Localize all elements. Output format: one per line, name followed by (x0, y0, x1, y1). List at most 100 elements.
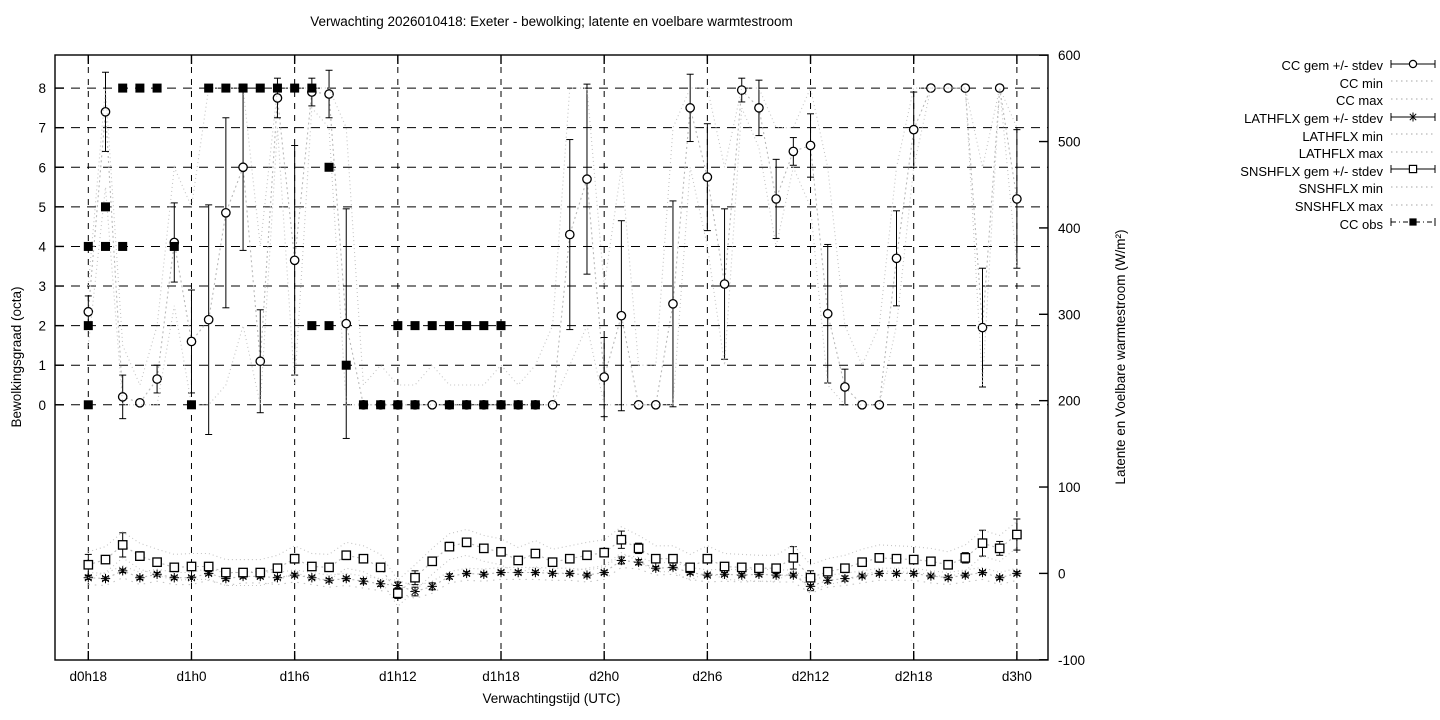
legend-item-label: SNSHFLX gem +/- stdev (1240, 163, 1383, 179)
series-cc-gem-stdev (83, 69, 1022, 439)
square-marker (788, 553, 799, 563)
series-line (88, 566, 1018, 599)
circle-marker (83, 306, 94, 317)
filled-square-marker (496, 400, 506, 410)
filled-square-marker (479, 400, 489, 410)
y-left-tick-label: 2 (38, 319, 46, 334)
square-marker (392, 588, 403, 599)
legend-item: CC min (1050, 75, 1437, 93)
circle-marker (427, 399, 438, 410)
filled-square-marker (496, 321, 506, 331)
filled-square-marker (186, 400, 196, 410)
asterisk-marker (858, 572, 866, 580)
x-tick-label: d2h18 (895, 669, 933, 684)
square-marker (908, 554, 919, 565)
filled-square-marker (358, 400, 368, 410)
asterisk-marker (909, 569, 918, 578)
filled-square-marker (427, 321, 437, 331)
filled-square-marker (376, 400, 386, 410)
square-marker (650, 553, 661, 564)
square-marker (822, 566, 833, 577)
square-marker (375, 562, 386, 573)
circle-marker (668, 298, 678, 309)
filled-square-marker (444, 400, 454, 410)
square-marker (633, 543, 644, 554)
square-marker (100, 554, 111, 565)
legend-item: LATHFLX max (1050, 145, 1437, 163)
legend-item: SNSHFLX min (1050, 180, 1437, 198)
legend-item-label: CC max (1336, 93, 1383, 109)
asterisk-marker (136, 573, 144, 582)
plot-border (54, 54, 1049, 661)
asterisk-marker (789, 571, 798, 579)
circle-marker (719, 279, 730, 289)
legend-item: CC gem +/- stdev (1050, 57, 1437, 75)
y-left-tick-label: 1 (38, 358, 46, 373)
circle-marker (874, 399, 885, 410)
series-line (87, 86, 1018, 387)
square-marker (564, 553, 575, 564)
asterisk-marker (359, 577, 368, 585)
circle-marker (977, 322, 988, 333)
circle-marker (994, 83, 1005, 93)
filled-square-marker (100, 241, 110, 251)
asterisk-marker (376, 580, 385, 588)
circle-marker (1012, 194, 1022, 204)
y-right-tick-label: 500 (1058, 135, 1081, 150)
filled-square-marker (341, 360, 351, 370)
square-marker (1012, 529, 1022, 540)
filled-square-marker (513, 400, 523, 410)
square-marker (582, 550, 592, 561)
filled-square-marker (100, 202, 110, 212)
legend-item-label: SNSHFLX min (1298, 181, 1383, 197)
asterisk-marker (995, 573, 1004, 582)
square-marker (702, 553, 713, 564)
circle-marker (908, 124, 919, 135)
square-marker (891, 553, 902, 564)
filled-square-marker (221, 83, 231, 93)
axes (54, 54, 1049, 661)
square-marker (341, 550, 352, 561)
series-snshflx-gem-stdev (83, 518, 1022, 599)
asterisk-marker (273, 573, 282, 582)
filled-square-marker (462, 400, 472, 410)
square-marker (668, 553, 678, 564)
square-marker (255, 567, 266, 578)
square-marker (496, 546, 506, 557)
asterisk-marker (497, 568, 505, 577)
asterisk-marker (583, 571, 591, 579)
asterisk-marker (823, 576, 832, 585)
circle-marker (152, 374, 162, 384)
legend-item: CC max (1050, 92, 1437, 110)
circle-marker (891, 253, 902, 264)
y-left-tick-label: 5 (38, 200, 46, 215)
circle-marker (564, 229, 575, 240)
square-marker (960, 553, 971, 563)
x-tick-label: d0h18 (70, 669, 108, 684)
filled-square-marker (324, 162, 334, 172)
filled-square-marker (118, 83, 128, 93)
square-marker (169, 562, 180, 573)
asterisk-marker (617, 556, 626, 565)
asterisk-marker (841, 574, 849, 583)
filled-square-marker (393, 321, 403, 331)
circle-marker (135, 397, 145, 408)
legend-item: CC obs (1050, 215, 1437, 233)
asterisk-marker (566, 569, 574, 578)
y-right-tick-label: -100 (1058, 653, 1085, 668)
tick-labels: 0 1 2 3 4 5 6 7 8 -100 0 100 200 300 400 500 600 d0h18 d1h… (38, 48, 1085, 684)
series-lathflx-min (88, 566, 1018, 599)
square-marker (324, 562, 334, 573)
square-marker (83, 559, 94, 570)
square-marker (221, 567, 231, 578)
x-tick-label: d3h0 (1002, 669, 1032, 684)
circle-marker (650, 399, 661, 410)
square-marker (203, 561, 214, 572)
square-marker (616, 534, 627, 545)
circle-marker (547, 399, 558, 410)
y-left-axis-label: Bewolkingsgraad (octa) (9, 286, 24, 428)
y-left-tick-label: 7 (38, 121, 46, 136)
y-right-tick-label: 200 (1058, 394, 1081, 409)
asterisk-marker (806, 582, 815, 591)
asterisk-marker (944, 573, 952, 582)
